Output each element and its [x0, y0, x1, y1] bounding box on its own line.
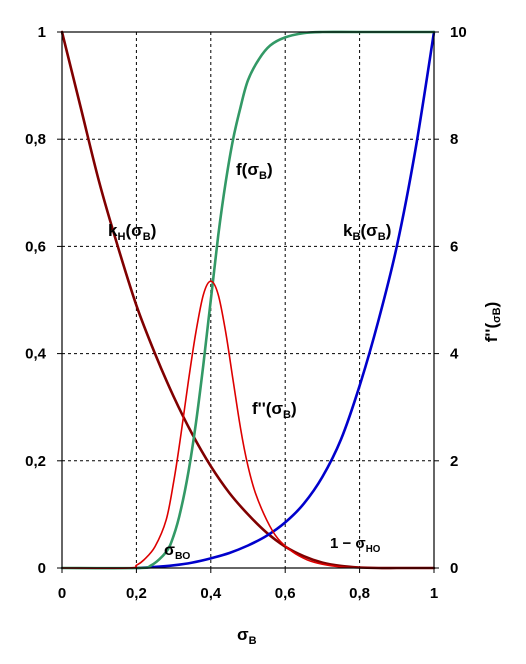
series-line-fpp	[61, 280, 435, 569]
y-right-tick-label: 4	[450, 346, 459, 363]
y-right-tick-label: 8	[450, 131, 458, 148]
series-line-f	[60, 30, 436, 570]
x-tick-label: 1	[430, 585, 438, 602]
right-axis-title: f''(σВ)	[482, 302, 503, 343]
y-left-tick-label: 0,2	[25, 453, 46, 470]
y-right-tick-label: 0	[450, 560, 458, 577]
series-line-kv	[135, 30, 436, 570]
y-right-tick-label: 2	[450, 453, 458, 470]
one-minus-sigma-no-label: 1 − σНО	[330, 535, 381, 555]
y-left-tick-label: 0,6	[25, 238, 46, 255]
x-tick-label: 0,8	[349, 585, 370, 602]
kv-curve-label: kВ(σВ)	[343, 221, 391, 243]
y-right-tick-label: 6	[450, 238, 458, 255]
kn-curve-label: kН(σВ)	[108, 221, 156, 243]
y-right-tick-label: 10	[450, 24, 467, 41]
sigma-vo-label: σВО	[164, 542, 190, 562]
x-tick-label: 0,4	[200, 585, 222, 602]
grid-layer	[62, 32, 434, 568]
fpp-curve-label: f''(σВ)	[252, 399, 297, 421]
f-curve-label: f(σВ)	[236, 160, 273, 182]
x-tick-label: 0,2	[126, 585, 147, 602]
y-left-tick-label: 1	[38, 24, 46, 41]
series-layer	[60, 30, 436, 570]
y-left-tick-label: 0	[38, 560, 46, 577]
series-line-kn	[60, 30, 436, 570]
x-tick-label: 0,6	[275, 585, 296, 602]
x-tick-label: 0	[58, 585, 66, 602]
y-left-tick-label: 0,8	[25, 131, 46, 148]
x-axis-title: σВ	[237, 625, 257, 647]
plot-frame	[61, 31, 435, 569]
y-left-tick-label: 0,4	[25, 346, 47, 363]
